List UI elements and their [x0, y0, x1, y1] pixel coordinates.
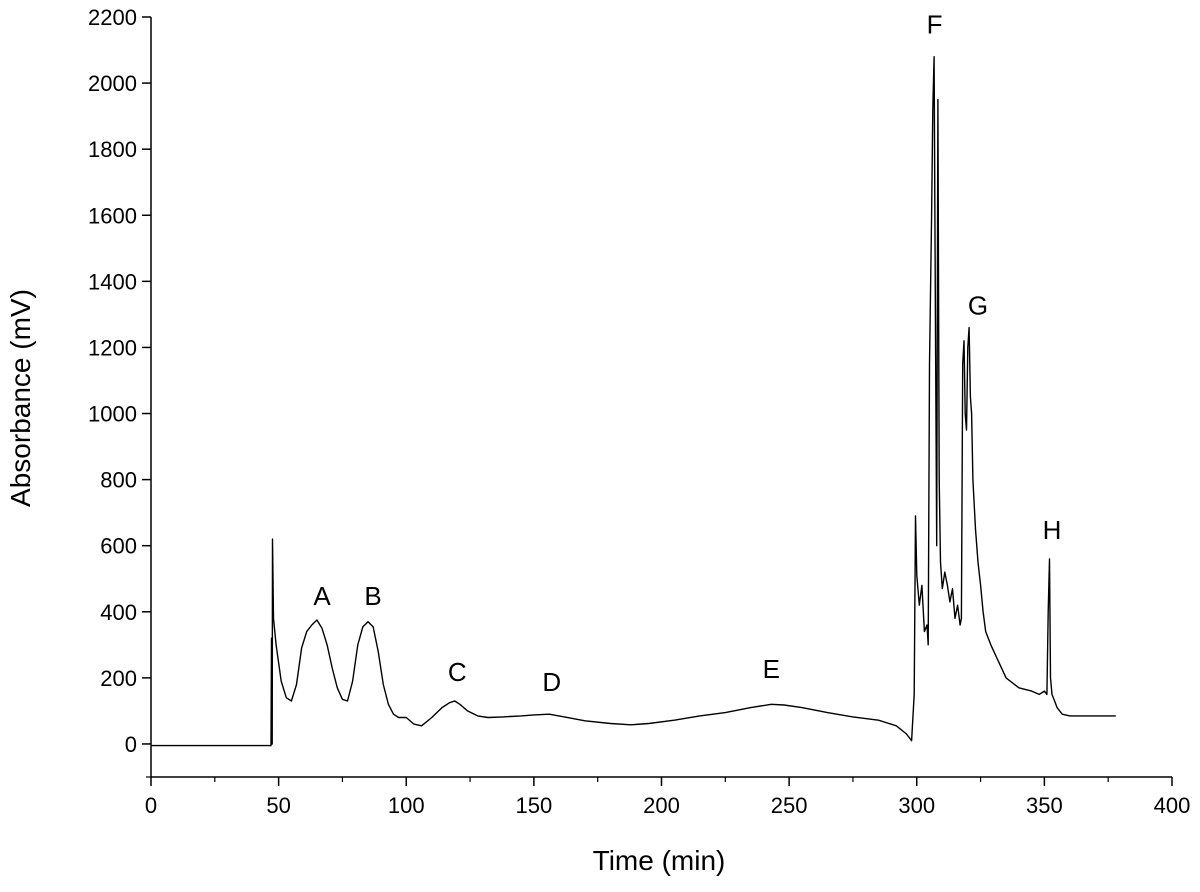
y-tick-label: 200: [100, 666, 137, 691]
y-tick-label: 1000: [88, 402, 137, 427]
peak-label-a: A: [313, 581, 331, 611]
peak-label-h: H: [1043, 515, 1062, 545]
peak-label-d: D: [542, 667, 561, 697]
y-tick-label: 2200: [88, 5, 137, 30]
peak-label-f: F: [927, 10, 943, 40]
x-tick-label: 400: [1154, 793, 1191, 818]
y-tick-label: 1600: [88, 203, 137, 228]
y-tick-label: 800: [100, 468, 137, 493]
x-tick-label: 200: [643, 793, 680, 818]
peak-label-c: C: [448, 657, 467, 687]
peak-label-g: G: [968, 290, 988, 320]
x-axis-title: Time (min): [593, 845, 726, 876]
y-tick-label: 1400: [88, 269, 137, 294]
plot-area: [151, 56, 1116, 747]
y-tick-label: 1800: [88, 137, 137, 162]
x-tick-label: 250: [771, 793, 808, 818]
x-tick-label: 50: [266, 793, 290, 818]
x-tick-label: 0: [145, 793, 157, 818]
y-ticks: 0 200 400 600 800 1000 1200 1400 1600 1800 2000 220…: [88, 5, 151, 778]
y-tick-label: 600: [100, 534, 137, 559]
y-tick-label: 2000: [88, 71, 137, 96]
series-line-chromatogram: [151, 56, 1116, 747]
y-tick-label: 400: [100, 600, 137, 625]
peak-label-b: B: [364, 581, 381, 611]
x-ticks: 0 50 100 150 200 250 300 350 400: [145, 777, 1190, 818]
x-tick-label: 350: [1026, 793, 1063, 818]
y-tick-label: 1200: [88, 335, 137, 360]
peak-annotations: A B C D E F G H: [313, 10, 1061, 698]
y-tick-label: 0: [125, 732, 137, 757]
x-tick-label: 150: [516, 793, 553, 818]
y-axis-title: Absorbance (mV): [5, 289, 36, 507]
x-tick-label: 100: [388, 793, 425, 818]
x-tick-label: 300: [898, 793, 935, 818]
peak-label-e: E: [763, 654, 780, 684]
